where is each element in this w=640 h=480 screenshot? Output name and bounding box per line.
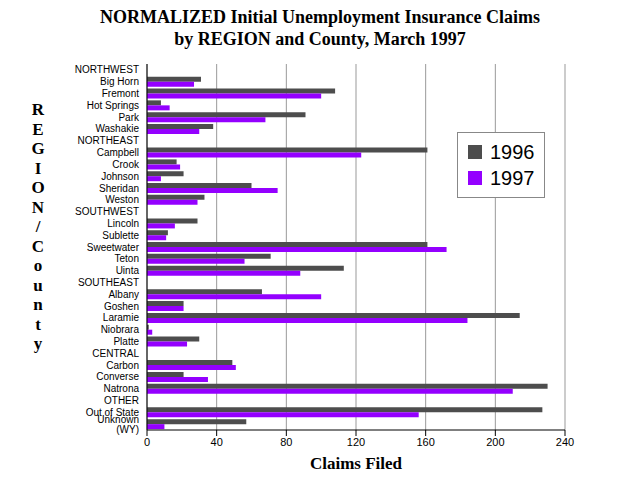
svg-text:Big Horn: Big Horn: [100, 76, 139, 87]
svg-text:Lincoln: Lincoln: [107, 218, 139, 229]
svg-text:Out of State: Out of State: [85, 406, 139, 418]
svg-text:OTHER: OTHER: [104, 395, 139, 406]
svg-text:SOUTHWEST: SOUTHWEST: [75, 206, 139, 217]
svg-text:NORTHWEST: NORTHWEST: [75, 64, 139, 75]
svg-text:NORTHEAST: NORTHEAST: [78, 135, 140, 146]
svg-text:Carbon: Carbon: [106, 360, 139, 371]
svg-text:Fremont: Fremont: [102, 88, 139, 99]
svg-text:Campbell: Campbell: [97, 147, 139, 158]
html-text:1996: 1996: [490, 140, 535, 163]
html-text:y: y: [33, 334, 43, 353]
html-text:E: E: [32, 119, 44, 139]
svg-text:Johnson: Johnson: [101, 171, 139, 182]
html-text:1997: 1997: [490, 166, 535, 189]
svg-text:CENTRAL: CENTRAL: [92, 348, 139, 359]
html-text:G: G: [31, 139, 45, 158]
svg-text:Converse: Converse: [96, 371, 139, 382]
html-text:n: n: [33, 295, 43, 314]
html-text:by REGION and County, March 19: by REGION and County, March 1997: [174, 29, 466, 49]
html-text:C: C: [31, 236, 45, 256]
html-text:u: u: [33, 275, 43, 295]
svg-text:Albany: Albany: [108, 289, 139, 300]
svg-text:Uinta: Uinta: [116, 265, 140, 276]
html-text:N: N: [31, 197, 45, 217]
svg-text:Goshen: Goshen: [104, 301, 139, 312]
svg-text:Sublette: Sublette: [102, 230, 139, 241]
svg-text:Niobrara: Niobrara: [101, 324, 140, 335]
svg-text:Crook: Crook: [112, 159, 140, 170]
html-text:O: O: [31, 178, 45, 197]
svg-text:160: 160: [416, 436, 434, 448]
html-text:NORMALIZED Initial Unemploymen: NORMALIZED Initial Unemployment Insuranc…: [100, 7, 540, 27]
svg-text:Weston: Weston: [105, 194, 139, 205]
html-text:o: o: [33, 256, 43, 275]
svg-text:Park: Park: [118, 112, 140, 123]
svg-text:0: 0: [144, 436, 150, 448]
svg-text:Laramie: Laramie: [103, 312, 140, 323]
svg-text:SOUTHEAST: SOUTHEAST: [78, 277, 139, 288]
svg-text:40: 40: [211, 436, 223, 448]
svg-text:Hot Springs: Hot Springs: [87, 100, 139, 111]
svg-text:240: 240: [556, 436, 574, 448]
svg-text:80: 80: [280, 436, 292, 448]
svg-text:Sweetwater: Sweetwater: [87, 242, 140, 253]
svg-text:200: 200: [486, 436, 504, 448]
html-text:I: I: [34, 158, 42, 178]
svg-text:Washakie: Washakie: [95, 123, 139, 134]
svg-text:Unknown(WY): Unknown(WY): [97, 414, 139, 435]
svg-text:Sheridan: Sheridan: [99, 183, 139, 194]
svg-text:Teton: Teton: [115, 253, 139, 264]
svg-text:120: 120: [347, 436, 365, 448]
svg-text:Natrona: Natrona: [103, 383, 139, 394]
html-text:Claims Filed: Claims Filed: [310, 454, 402, 473]
html-text:t: t: [35, 314, 41, 334]
html-text:R: R: [31, 100, 45, 119]
svg-text:Platte: Platte: [113, 336, 139, 347]
